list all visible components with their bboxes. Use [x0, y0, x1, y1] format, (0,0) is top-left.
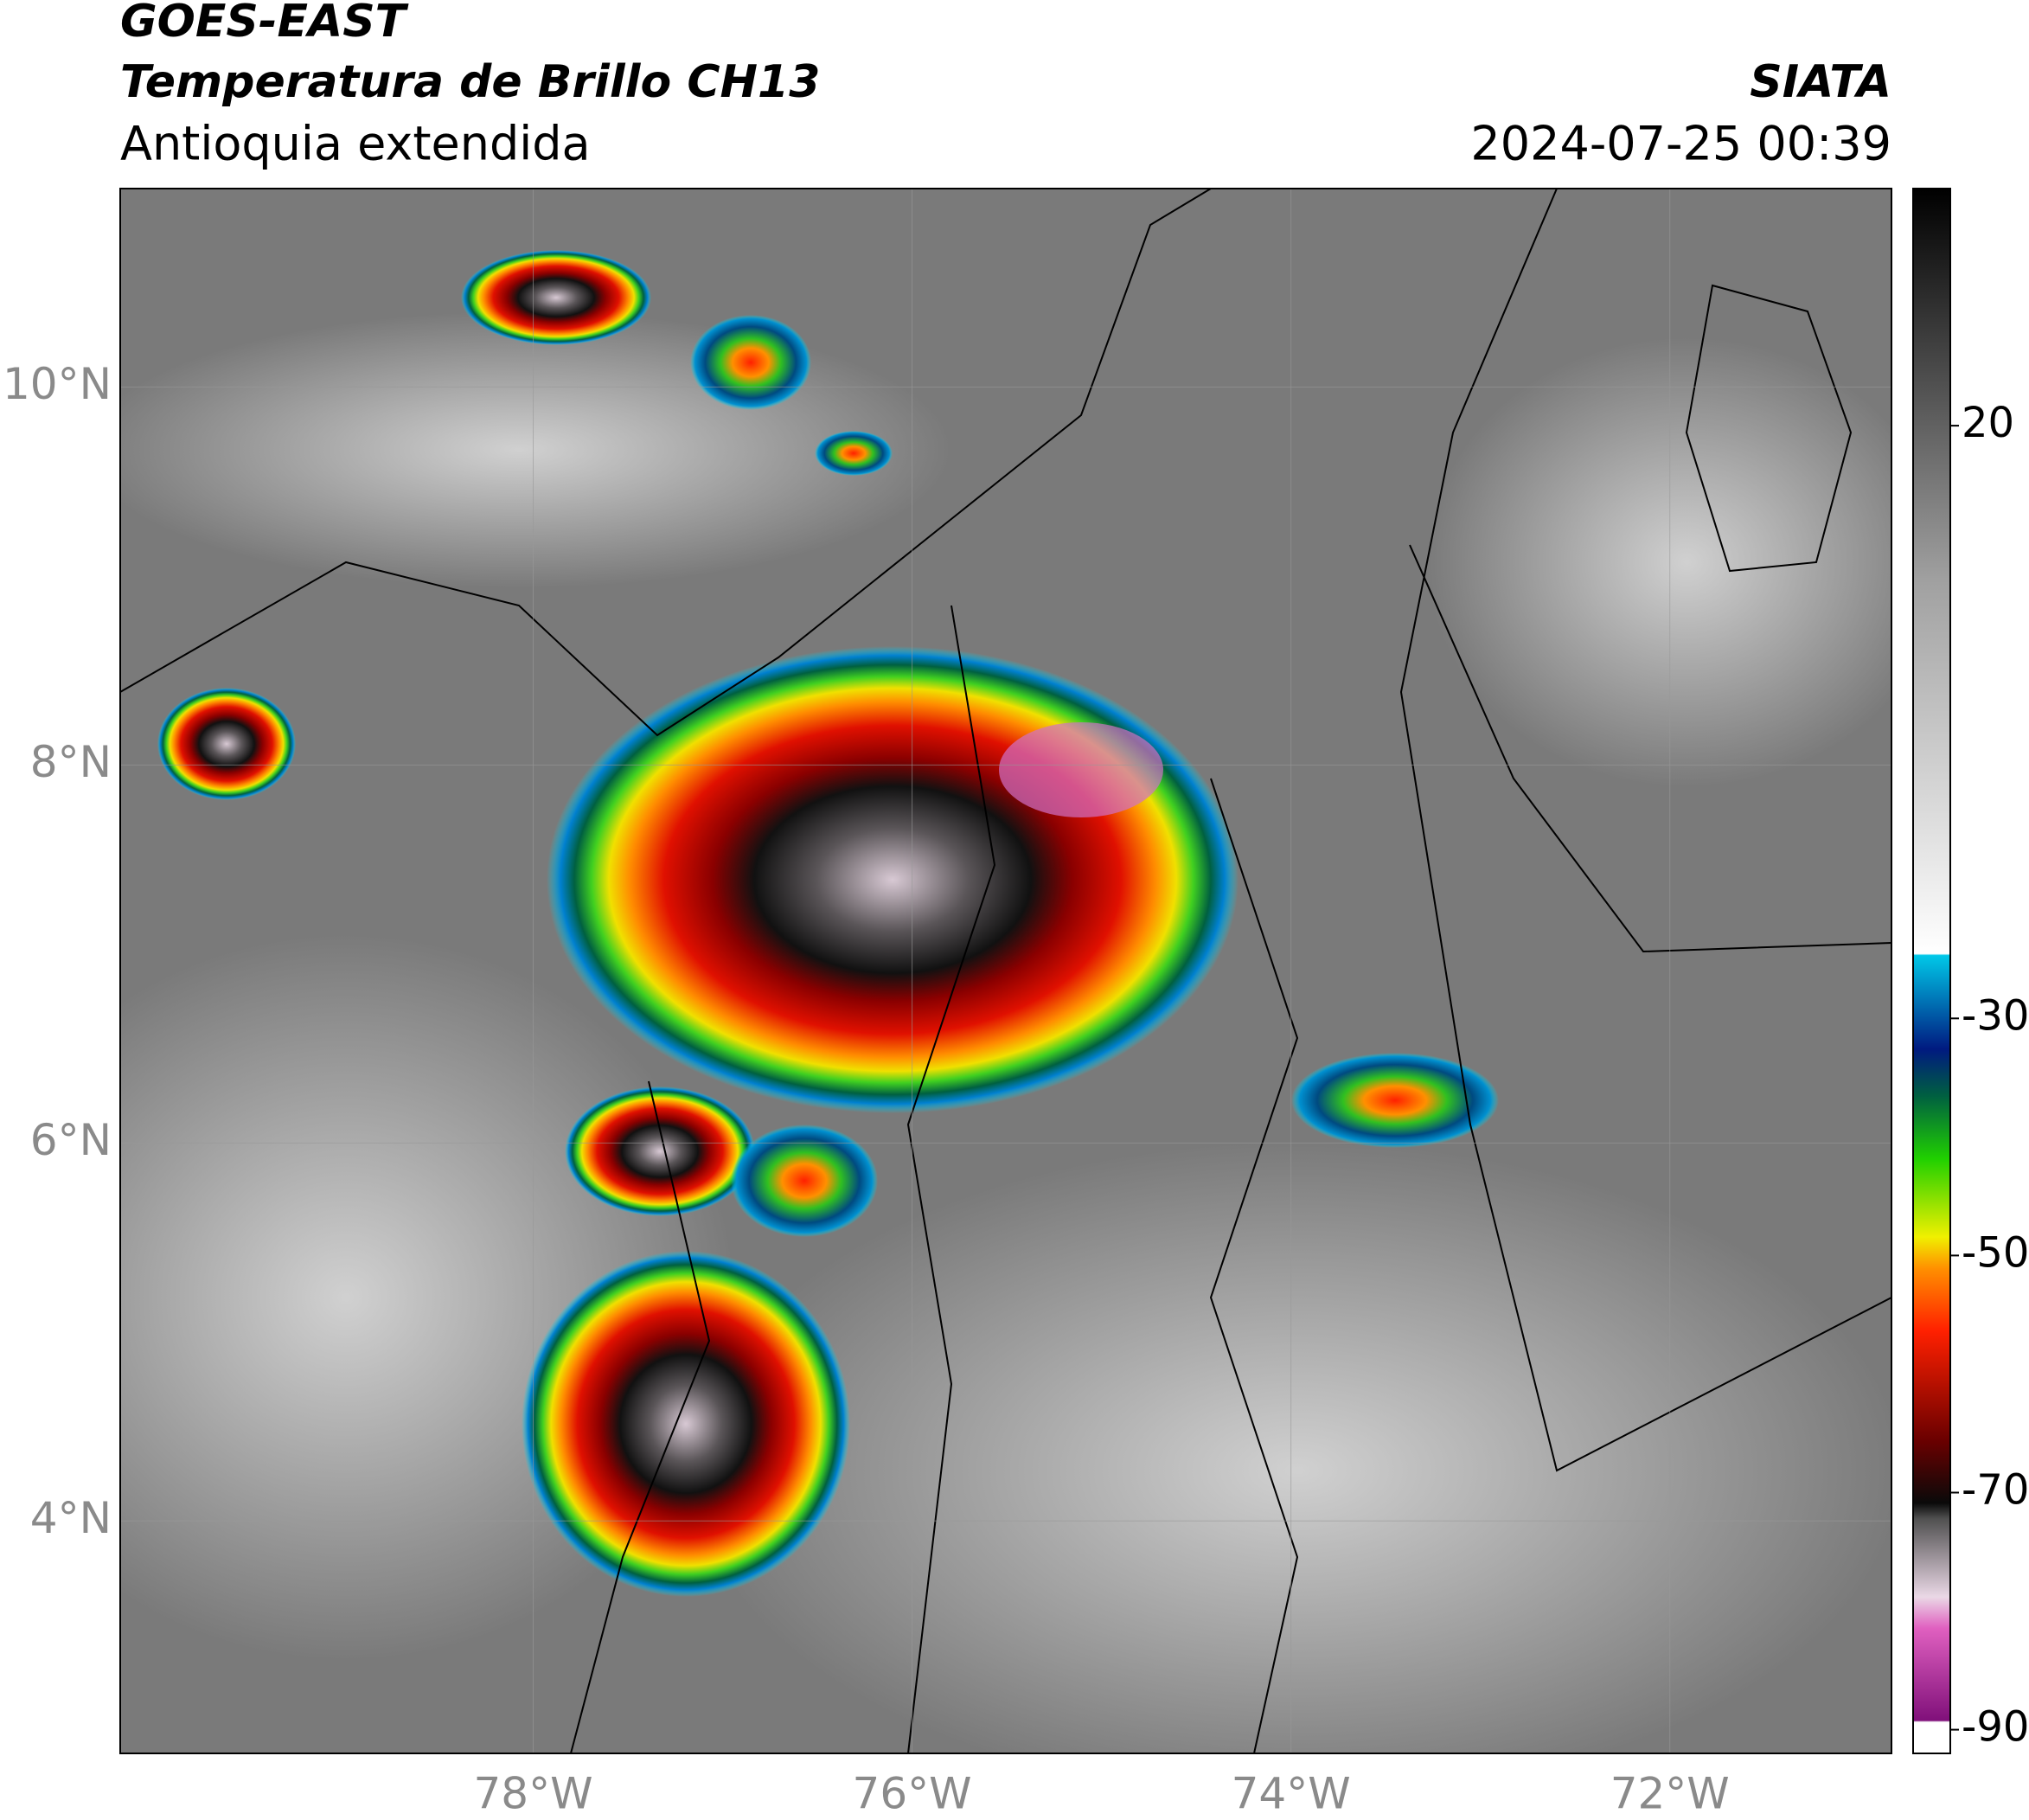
- lon-tick-label: 72°W: [1610, 1769, 1730, 1817]
- storm: [547, 646, 1239, 1113]
- storm: [690, 315, 811, 410]
- coastline: [570, 1080, 711, 1753]
- datetime: 2024-07-25 00:39: [1470, 117, 1891, 171]
- lon-tick-label: 76°W: [853, 1769, 972, 1817]
- map-frame: [119, 188, 1892, 1754]
- lon-tick-label: 78°W: [473, 1769, 592, 1817]
- lat-tick-label: 6°N: [30, 1115, 112, 1165]
- colorbar-tick-label: -30: [1962, 991, 2029, 1040]
- storm: [565, 1086, 755, 1216]
- cloud: [1427, 337, 1891, 787]
- storm: [522, 1251, 850, 1597]
- title: GOES-EAST: [120, 0, 409, 48]
- lat-tick-label: 10°N: [3, 359, 112, 409]
- border: [120, 189, 1212, 737]
- border: [1209, 778, 1299, 1753]
- border: [906, 605, 996, 1753]
- colorbar-tick-label: -90: [1962, 1703, 2029, 1752]
- storm: [1291, 1053, 1499, 1148]
- cloud: [692, 1142, 1891, 1753]
- lat-tick-label: 4°N: [30, 1493, 112, 1543]
- grid: [120, 189, 1891, 1753]
- border: [1409, 544, 1891, 953]
- colorbar-tick-label: -50: [1962, 1228, 2029, 1277]
- storm-core: [999, 722, 1163, 817]
- storm: [731, 1125, 878, 1237]
- storm: [157, 688, 296, 800]
- storm: [815, 431, 893, 476]
- source: SIATA: [1750, 56, 1891, 108]
- lon-tick-label: 74°W: [1232, 1769, 1351, 1817]
- map: [120, 189, 1891, 1753]
- border: [1399, 189, 1891, 1472]
- lat-tick-label: 8°N: [30, 737, 112, 787]
- coastline: [1685, 284, 1853, 573]
- subtitle: Temperatura de Brillo CH13: [120, 56, 820, 108]
- colorbar: [1912, 188, 1951, 1754]
- colorbar-tick-label: -70: [1962, 1466, 2029, 1515]
- region: Antioquia extendida: [120, 117, 591, 171]
- colorbar-tick-label: 20: [1962, 399, 2014, 447]
- storm: [461, 250, 651, 345]
